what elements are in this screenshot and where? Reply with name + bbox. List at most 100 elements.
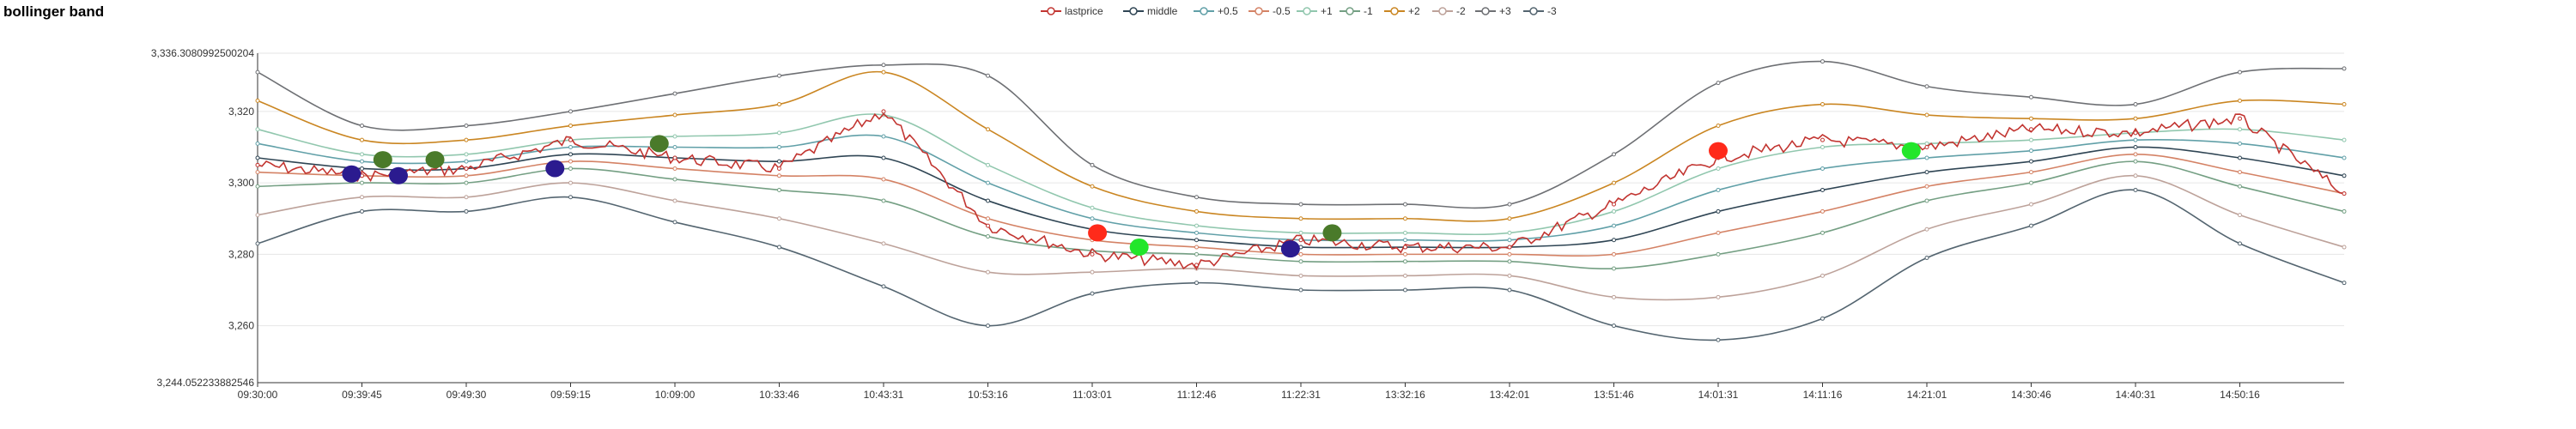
x-tick-label: 09:39:45 (342, 389, 382, 401)
data-point (881, 109, 886, 114)
legend-label: -2 (1456, 5, 1466, 17)
data-point (360, 166, 364, 171)
legend-item-0[interactable]: lastprice (1041, 3, 1103, 19)
legend-item-7[interactable]: -2 (1432, 3, 1466, 19)
legend-item-1[interactable]: middle (1123, 3, 1177, 19)
data-point (2238, 141, 2242, 146)
data-point (1820, 102, 1825, 107)
data-point (2238, 98, 2242, 103)
legend-item-2[interactable]: +0.5 (1194, 3, 1238, 19)
legend-item-3[interactable]: -0.5 (1249, 3, 1291, 19)
legend-label: lastprice (1065, 5, 1103, 17)
data-point (1194, 251, 1199, 257)
legend-item-5[interactable]: -1 (1340, 3, 1373, 19)
data-point (255, 69, 260, 75)
data-point (464, 195, 469, 200)
data-point (568, 166, 573, 171)
data-point (1507, 202, 1512, 207)
data-point (777, 73, 781, 78)
data-point (986, 198, 990, 203)
data-point (1090, 251, 1095, 257)
data-point (1612, 152, 1616, 157)
data-point (1924, 227, 1929, 232)
data-point (2133, 173, 2138, 178)
data-point (1194, 281, 1199, 286)
data-point (881, 63, 886, 68)
x-tick-label: 11:03:01 (1072, 389, 1112, 401)
data-point (464, 137, 469, 142)
signal-marker (342, 165, 361, 183)
legend-item-4[interactable]: +1 (1297, 3, 1333, 19)
legend-item-6[interactable]: +2 (1384, 3, 1420, 19)
data-point (464, 159, 469, 164)
data-point (1194, 195, 1199, 200)
data-point (777, 130, 781, 136)
data-point (1403, 259, 1407, 264)
data-point (672, 166, 677, 171)
data-point (1194, 230, 1199, 235)
signal-marker (389, 166, 409, 184)
data-point (360, 124, 364, 129)
data-point (2133, 145, 2138, 150)
x-tick-label: 09:30:00 (238, 389, 278, 401)
x-tick-label: 14:01:31 (1698, 389, 1739, 401)
signal-marker (425, 151, 445, 169)
data-point (1612, 266, 1616, 271)
legend-swatch (1475, 7, 1496, 15)
x-tick-label: 14:40:31 (2116, 389, 2156, 401)
data-point (986, 127, 990, 132)
legend: lastprice middle +0.5 -0.5 +1 -1 +2 -2 +3 -3 (0, 3, 2576, 19)
data-point (2342, 155, 2347, 160)
data-point (2029, 202, 2033, 207)
data-point (1716, 208, 1721, 214)
data-point (1403, 245, 1407, 250)
data-point (881, 134, 886, 139)
data-point (464, 166, 469, 171)
data-point (2238, 69, 2242, 75)
y-tick-label: 3,244.052233882546 (157, 377, 255, 389)
legend-swatch (1340, 7, 1360, 15)
data-point (1403, 251, 1407, 257)
y-tick-label: 3,320 (228, 106, 254, 118)
data-point (568, 159, 573, 164)
x-tick-label: 14:21:01 (1907, 389, 1947, 401)
data-point (2029, 137, 2033, 142)
data-point (1716, 337, 1721, 342)
data-point (1612, 180, 1616, 185)
data-point (986, 234, 990, 239)
data-point (1924, 198, 1929, 203)
data-point (1820, 230, 1825, 235)
data-point (986, 162, 990, 167)
data-point (881, 198, 886, 203)
data-point (672, 198, 677, 203)
legend-item-9[interactable]: -3 (1523, 3, 1557, 19)
series-line-+3 (257, 60, 2345, 209)
x-tick-label: 13:42:01 (1490, 389, 1530, 401)
data-point (777, 159, 781, 164)
data-point (2133, 116, 2138, 121)
data-point (1090, 216, 1095, 221)
data-point (777, 187, 781, 192)
data-point (1298, 216, 1303, 221)
data-point (1298, 230, 1303, 235)
data-point (672, 112, 677, 118)
signal-marker (1322, 224, 1342, 242)
data-point (2238, 241, 2242, 246)
legend-swatch (1194, 7, 1214, 15)
data-point (1194, 208, 1199, 214)
data-point (360, 180, 364, 185)
data-point (1507, 238, 1512, 243)
data-point (255, 127, 260, 132)
data-point (2133, 159, 2138, 164)
data-point (1820, 166, 1825, 171)
data-point (360, 159, 364, 164)
legend-item-8[interactable]: +3 (1475, 3, 1511, 19)
x-tick-label: 09:49:30 (447, 389, 487, 401)
chart-title: bollinger band (3, 3, 105, 20)
data-point (2029, 116, 2033, 121)
data-point (568, 109, 573, 114)
data-point (1924, 256, 1929, 261)
signal-marker (1709, 142, 1728, 160)
data-point (672, 145, 677, 150)
